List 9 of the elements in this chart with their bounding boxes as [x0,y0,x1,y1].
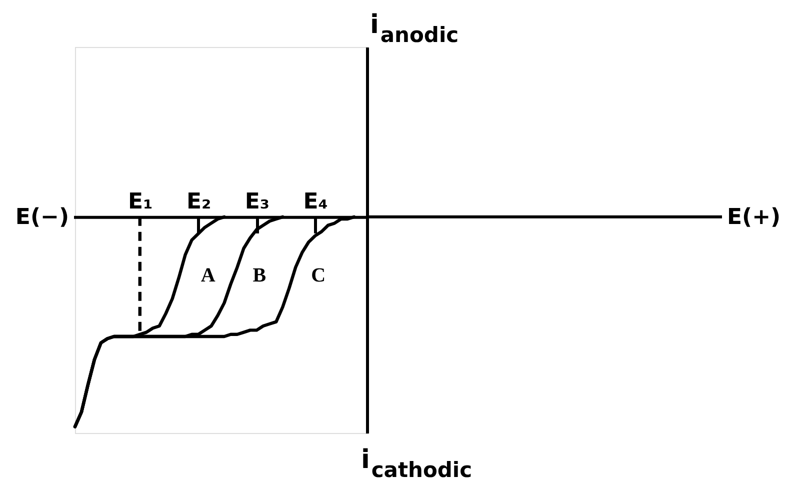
x-tick-label: E₄ [303,189,328,214]
x-tick-label: E₁ [128,189,153,214]
x-tick-label: E₃ [244,189,270,214]
text: E(+) [727,204,781,230]
series-label: A [200,264,216,287]
series-label: C [311,264,326,287]
text: E(−) [15,204,69,230]
x-tick-label: E₂ [186,189,212,214]
series-label: B [252,264,266,287]
